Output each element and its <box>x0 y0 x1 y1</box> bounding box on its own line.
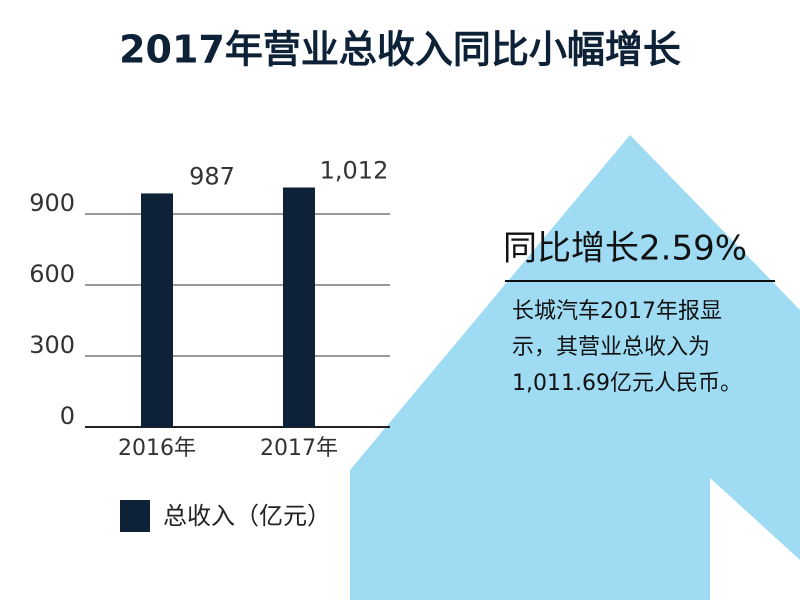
x-tick-label: 2017年 <box>260 436 338 461</box>
bar <box>283 187 315 427</box>
chart-title: 2017年营业总收入同比小幅增长 <box>119 28 681 72</box>
legend-swatch <box>120 500 150 532</box>
callout-text: 长城汽车2017年报显示，其营业总收入为1,011.69亿元人民币。 <box>512 299 742 396</box>
arrow-decoration <box>350 135 800 600</box>
y-tick-label: 0 <box>60 402 75 430</box>
bar <box>141 193 173 427</box>
legend-label: 总收入（亿元） <box>163 502 331 530</box>
callout-title: 同比增长2.59% <box>503 229 747 269</box>
y-tick-label: 900 <box>29 189 75 217</box>
arrow-notch <box>710 478 800 600</box>
y-tick-label: 600 <box>29 260 75 288</box>
y-tick-label: 300 <box>29 331 75 359</box>
x-tick-label: 2016年 <box>118 436 196 461</box>
value-label: 1,012 <box>320 156 389 184</box>
value-label: 987 <box>189 162 235 190</box>
